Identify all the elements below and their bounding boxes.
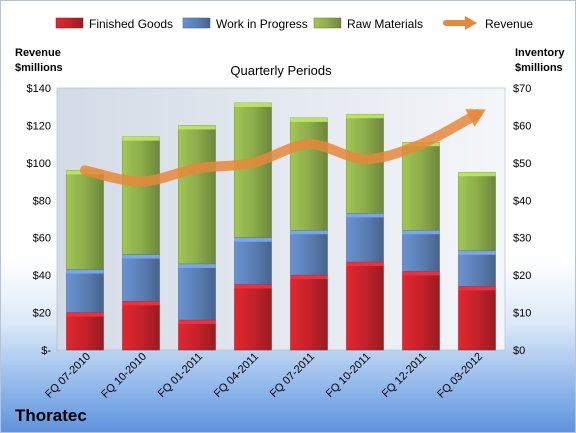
x-tick-label: FQ 01-2011 bbox=[156, 351, 205, 400]
bar-raw-materials bbox=[402, 142, 440, 231]
bar-work-in-progress bbox=[346, 213, 384, 263]
bar-work-in-progress bbox=[122, 254, 160, 302]
bar-finished-goods bbox=[402, 271, 440, 351]
bar-raw-materials bbox=[178, 125, 216, 265]
left-tick-label: $20 bbox=[33, 308, 51, 320]
left-tick-label: $80 bbox=[33, 195, 51, 207]
bar-work-in-progress bbox=[234, 237, 272, 285]
left-tick-label: $100 bbox=[27, 158, 51, 170]
revenue-line-layer bbox=[80, 109, 486, 187]
left-axis-title-line1: Revenue bbox=[15, 47, 61, 59]
legend-arrow-head bbox=[465, 16, 477, 30]
bar-top-highlight bbox=[122, 254, 160, 259]
bar-top-highlight bbox=[234, 284, 272, 289]
bar-top-highlight bbox=[66, 269, 104, 274]
bar-top-highlight bbox=[234, 237, 272, 242]
bar-top-highlight bbox=[178, 125, 216, 130]
bar-top-highlight bbox=[458, 250, 496, 255]
legend-swatch-raw-materials bbox=[313, 17, 342, 29]
bar-work-in-progress bbox=[178, 263, 216, 321]
bar-finished-goods bbox=[178, 319, 216, 351]
right-tick-label: $10 bbox=[513, 308, 531, 320]
left-tick-label: $60 bbox=[33, 233, 51, 245]
right-axis-title-line2: $millions bbox=[515, 62, 563, 74]
legend: Finished Goods Work in Progress Raw Materi… bbox=[55, 16, 533, 31]
bar-top-highlight bbox=[458, 286, 496, 291]
bar-top-highlight bbox=[346, 114, 384, 119]
right-axis: $0 $10 $20 $30 $40 $50 $60 $70 bbox=[513, 83, 531, 357]
bar-top-highlight bbox=[290, 230, 328, 235]
legend-label-revenue: Revenue bbox=[485, 17, 533, 31]
left-tick-label: $- bbox=[41, 345, 51, 357]
x-tick-label: FQ 10-2010 bbox=[99, 351, 149, 401]
right-tick-label: $20 bbox=[513, 270, 531, 282]
right-tick-label: $40 bbox=[513, 195, 531, 207]
bar-finished-goods bbox=[122, 301, 160, 351]
bar-top-highlight bbox=[402, 271, 440, 276]
bar-raw-materials bbox=[66, 170, 104, 270]
bar-finished-goods bbox=[234, 284, 272, 351]
bar-top-highlight bbox=[234, 102, 272, 107]
bar-top-highlight bbox=[122, 136, 160, 141]
left-tick-label: $140 bbox=[27, 83, 51, 95]
bar-work-in-progress bbox=[458, 250, 496, 287]
left-axis-title-line2: $millions bbox=[15, 62, 63, 74]
left-tick-label: $120 bbox=[27, 120, 51, 132]
right-tick-label: $70 bbox=[513, 83, 531, 95]
bar-top-highlight bbox=[458, 172, 496, 177]
bar-raw-materials bbox=[122, 136, 160, 255]
bar-work-in-progress bbox=[402, 229, 440, 272]
x-axis: FQ 07-2010 FQ 10-2010 FQ 01-2011 FQ 04-2011… bbox=[43, 351, 485, 401]
company-name: Thoratec bbox=[15, 406, 87, 425]
bar-raw-materials bbox=[458, 171, 496, 252]
legend-label-work-in-progress: Work in Progress bbox=[216, 17, 308, 31]
bar-top-highlight bbox=[290, 117, 328, 122]
right-tick-label: $30 bbox=[513, 233, 531, 245]
right-axis-title-line1: Inventory bbox=[515, 47, 565, 59]
revenue-arrow-head bbox=[465, 109, 486, 127]
bar-top-highlight bbox=[346, 213, 384, 218]
bar-top-highlight bbox=[290, 275, 328, 280]
x-tick-label: FQ 07-2011 bbox=[268, 351, 317, 400]
right-tick-label: $50 bbox=[513, 158, 531, 170]
bar-top-highlight bbox=[402, 230, 440, 235]
bar-top-highlight bbox=[178, 263, 216, 268]
bar-finished-goods bbox=[66, 312, 104, 351]
x-tick-label: FQ 10-2011 bbox=[324, 351, 373, 400]
left-tick-label: $40 bbox=[33, 270, 51, 282]
bar-finished-goods bbox=[346, 261, 384, 351]
right-tick-label: $0 bbox=[513, 345, 525, 357]
legend-label-finished-goods: Finished Goods bbox=[89, 17, 173, 31]
bar-top-highlight bbox=[66, 312, 104, 317]
bar-work-in-progress bbox=[66, 269, 104, 313]
right-tick-label: $60 bbox=[513, 120, 531, 132]
legend-label-raw-materials: Raw Materials bbox=[347, 17, 423, 31]
legend-swatch-finished-goods bbox=[55, 17, 84, 29]
x-tick-label: FQ 04-2011 bbox=[212, 351, 261, 400]
x-tick-label: FQ 07-2010 bbox=[43, 351, 93, 401]
bar-top-highlight bbox=[346, 262, 384, 267]
legend-swatch-work-in-progress bbox=[182, 17, 211, 29]
x-tick-label: FQ 03-2012 bbox=[435, 351, 485, 401]
bar-raw-materials bbox=[290, 117, 328, 231]
bar-top-highlight bbox=[122, 301, 160, 306]
bar-finished-goods bbox=[458, 286, 496, 351]
chart-subtitle: Quarterly Periods bbox=[230, 63, 332, 78]
x-tick-label: FQ 12-2011 bbox=[380, 351, 429, 400]
bar-raw-materials bbox=[234, 102, 272, 238]
left-axis: $- $20 $40 $60 $80 $100 $120 $140 bbox=[27, 83, 52, 357]
bar-top-highlight bbox=[178, 320, 216, 325]
bar-work-in-progress bbox=[290, 229, 328, 276]
revenue-line bbox=[80, 109, 482, 187]
bar-finished-goods bbox=[290, 274, 328, 351]
